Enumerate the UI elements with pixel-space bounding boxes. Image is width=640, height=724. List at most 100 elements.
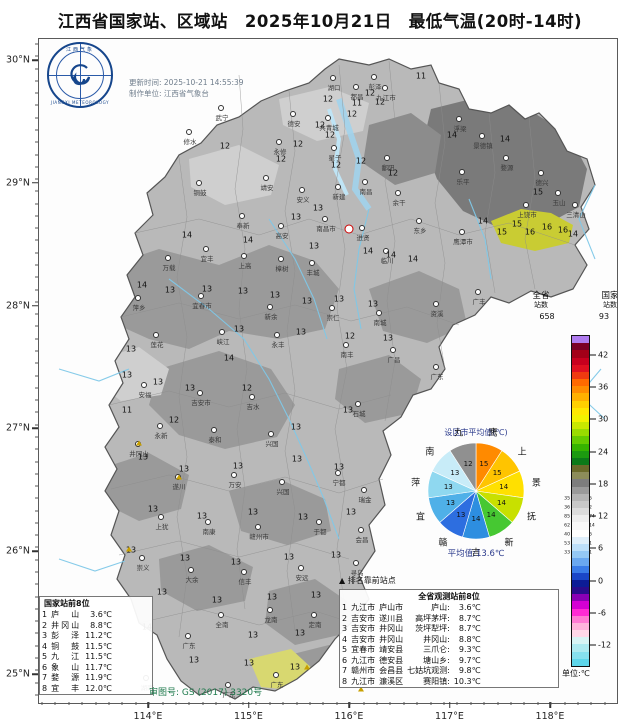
station-dot: [433, 364, 439, 370]
lon-minor-tick: [537, 702, 539, 705]
value-cell: 11.9℃: [85, 673, 112, 682]
place-label: 铜鼓: [193, 189, 207, 197]
lat-minor-tick: [35, 215, 38, 217]
place-label: 广东: [430, 373, 444, 381]
station-dot: [383, 248, 389, 254]
station-dot: [196, 180, 202, 186]
colorbar-tick-label: 36: [589, 383, 608, 392]
lat-minor-tick: [35, 632, 38, 634]
rank-cell: 4: [42, 641, 48, 651]
place-label: 兴国: [276, 488, 290, 496]
latitude-axis: 30°N 29°N 28°N 27°N 26°N 25°N: [0, 38, 38, 702]
place-label: 南城: [373, 319, 387, 327]
place-label: 三清山: [566, 211, 586, 219]
rank-cell: 3: [342, 624, 348, 633]
value-cell: 8.7℃: [458, 613, 481, 623]
rank-cell: 5: [42, 652, 48, 661]
colorbar-left-count: 53: [564, 541, 570, 547]
place-label: 吉水: [246, 403, 260, 411]
lat-tick: [32, 427, 38, 430]
place-label: 永修: [273, 148, 287, 156]
rank-cell: 8: [342, 676, 348, 686]
station-dot: [188, 567, 194, 573]
lat-minor-tick: [35, 313, 38, 315]
lon-minor-tick: [577, 702, 579, 705]
lat-minor-tick: [35, 608, 38, 610]
lat-minor-tick: [35, 92, 38, 94]
colorbar-segment: [572, 350, 589, 358]
lon-tick: [549, 702, 551, 708]
lat-minor-tick: [35, 117, 38, 119]
lat-minor-tick: [35, 203, 38, 205]
pie-slice-value: 12: [463, 460, 473, 469]
national-table-caption: 国家站前8位: [44, 599, 90, 608]
colorbar-tick-label: 0: [589, 576, 603, 585]
place-label: 安福: [138, 391, 152, 399]
colorbar-tick-label: 42: [589, 351, 608, 360]
place-label: 万载: [162, 264, 176, 272]
place-label: 进贤: [356, 234, 370, 242]
lon-minor-tick: [550, 702, 552, 705]
station-dot: [459, 169, 465, 175]
colorbar-segment: [572, 551, 589, 559]
colorbar-segment: [572, 522, 589, 530]
station-dot: [353, 560, 359, 566]
colorbar-segment: [572, 472, 589, 480]
place-label: 鄱阳: [381, 164, 395, 172]
place-label: 南丰: [340, 351, 354, 359]
place-label: 德安: [287, 120, 301, 128]
lon-minor-tick: [108, 702, 110, 705]
lat-minor-tick: [35, 55, 38, 57]
station-dot: [225, 682, 231, 688]
county-cell: 井冈山: [379, 634, 404, 644]
county-cell: 庐山市: [379, 603, 404, 612]
place-label: 兴国: [265, 440, 279, 448]
station-dot: [273, 672, 279, 678]
lon-minor-tick: [363, 702, 365, 705]
province-top8-table[interactable]: 全省观测站前8位 1 九江市 庐山市 庐山: 3.6℃ 2 吉安市 遂川县 高坪茅坪: 8.7℃ 3…: [339, 589, 559, 688]
ranked-station-triangle-icon: [304, 664, 310, 670]
city-cell: 吉安市: [351, 624, 376, 633]
colorbar-segment: [572, 465, 589, 473]
place-label: 井冈山: [129, 450, 149, 458]
colorbar-segment: [572, 622, 589, 631]
city-cell: 赣州市: [351, 666, 376, 675]
pie-slice-value: 14: [497, 498, 506, 507]
station-dot: [343, 342, 349, 348]
table-row: 1 九江市 庐山市 庐山: 3.6℃: [340, 603, 483, 614]
value-cell: 10.3℃: [453, 676, 481, 686]
colorbar-segment: [572, 450, 589, 458]
city-cell: 九江市: [351, 676, 376, 686]
map-plot-area[interactable]: 江西气象 JIANGXI METEOROLOGY 更新时间: 2025-10-2…: [38, 38, 618, 704]
rank-cell: 4: [342, 634, 348, 644]
station-dot: [165, 255, 171, 261]
lon-minor-tick: [229, 702, 231, 705]
lat-minor-tick: [35, 682, 38, 684]
place-label: 寻乌: [350, 569, 364, 577]
place-label: 靖安: [260, 184, 274, 192]
colorbar-segment: [572, 364, 589, 372]
station-dot: [416, 218, 422, 224]
colorbar-segment: [572, 579, 589, 588]
page-title: 江西省国家站、区域站 2025年10月21日 最低气温(20时-14时): [57, 12, 583, 31]
lon-minor-tick: [443, 702, 445, 705]
rank-cell: 1: [342, 603, 348, 612]
colorbar-segment: [572, 357, 589, 365]
lon-tick: [348, 702, 350, 708]
national-count-sub: 站数: [603, 301, 617, 309]
place-label: 都昌: [350, 93, 364, 101]
station-dot: [353, 84, 359, 90]
station-dot: [255, 524, 261, 530]
lon-minor-tick: [590, 702, 592, 705]
province-table-caption: 全省观测站前8位: [418, 592, 480, 601]
station-dot: [278, 256, 284, 262]
pie-slice-value: 13: [446, 498, 455, 507]
colorbar-segment: [572, 644, 589, 652]
station-dot: [322, 216, 328, 222]
lon-minor-tick: [269, 702, 271, 705]
station-name-cell: 象 山: [51, 662, 82, 672]
ranked-station-triangle-icon: [126, 546, 132, 552]
station-dot: [395, 190, 401, 196]
county-cell: 濂溪区: [379, 676, 404, 686]
